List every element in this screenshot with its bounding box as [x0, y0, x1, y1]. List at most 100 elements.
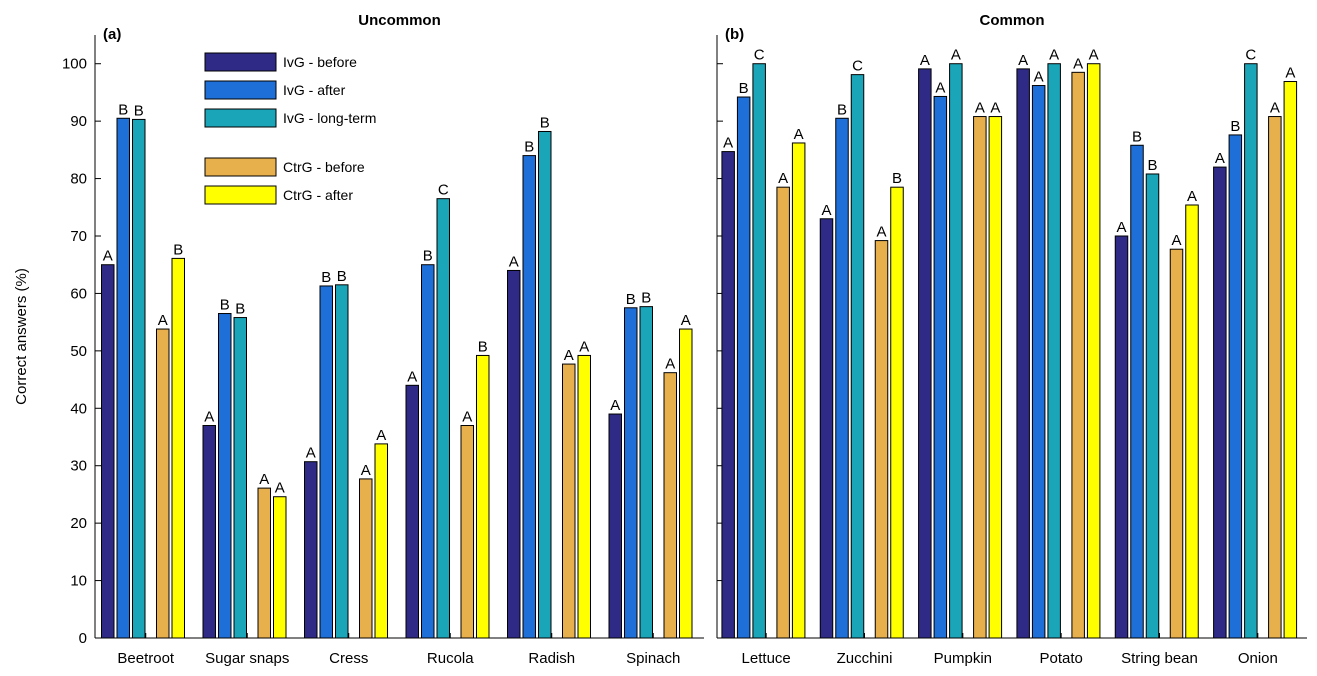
bar — [1283, 81, 1298, 639]
bar — [819, 218, 834, 639]
significance-letter: A — [665, 356, 675, 373]
significance-letter: A — [1089, 47, 1099, 64]
significance-letter: A — [564, 347, 574, 364]
significance-letter: A — [1049, 47, 1059, 64]
bar — [1114, 235, 1129, 639]
panel-a: 0 10 20 30 40 50 60 70 80 90 100 Correct answers (%… — [13, 12, 704, 667]
significance-letter: A — [259, 471, 269, 488]
significance-letter: B — [118, 101, 128, 118]
significance-letter: B — [540, 114, 550, 131]
significance-letter: A — [990, 100, 1000, 117]
bar — [171, 257, 185, 639]
bar — [949, 63, 963, 639]
bar — [257, 487, 271, 639]
significance-letter: A — [376, 427, 386, 444]
significance-letter: B — [235, 301, 245, 318]
significance-letter: A — [975, 100, 985, 117]
significance-letter: B — [892, 170, 902, 187]
bar — [202, 425, 216, 639]
bar — [132, 118, 146, 639]
y-tick-label: 40 — [70, 400, 87, 417]
significance-letter: A — [1270, 100, 1280, 117]
legend-label: IvG - long-term — [283, 110, 376, 126]
panel-b: Common(b)LettuceABCAAZucchiniABCABPumpki… — [716, 12, 1307, 667]
x-tick-label: Spinach — [626, 650, 680, 667]
bar — [218, 313, 232, 639]
legend-swatch — [204, 108, 277, 128]
significance-letter: A — [1171, 232, 1181, 249]
x-tick-label: Radish — [528, 650, 575, 667]
significance-letter: B — [134, 102, 144, 119]
significance-letter: A — [158, 312, 168, 329]
significance-letter: A — [794, 126, 804, 143]
legend-swatch — [204, 185, 277, 205]
y-tick-label: 70 — [70, 228, 87, 245]
significance-letter: A — [723, 135, 733, 152]
significance-letter: A — [876, 224, 886, 241]
bar — [835, 117, 849, 639]
significance-letter: B — [739, 80, 749, 97]
significance-letter: A — [361, 462, 371, 479]
significance-letter: A — [509, 253, 519, 270]
y-tick-label: 100 — [62, 56, 87, 73]
y-tick-label: 20 — [70, 515, 87, 532]
bar — [1130, 144, 1144, 639]
bar — [679, 328, 693, 639]
significance-letter: B — [1132, 128, 1142, 145]
bar — [1047, 63, 1061, 639]
bar — [1228, 134, 1243, 639]
bar — [1244, 63, 1258, 639]
legend-swatch — [204, 52, 277, 72]
panel-title: Common — [980, 12, 1045, 29]
significance-letter: A — [920, 52, 930, 69]
significance-letter: B — [337, 268, 347, 285]
bar — [752, 63, 766, 639]
bar — [721, 151, 735, 639]
bar — [973, 116, 987, 639]
significance-letter: A — [610, 397, 620, 414]
significance-letter: B — [173, 241, 183, 258]
bar — [335, 284, 349, 639]
significance-letter: B — [423, 248, 433, 265]
bar — [988, 116, 1003, 639]
bar — [933, 95, 948, 639]
significance-letter: A — [1073, 55, 1083, 72]
bar — [436, 198, 450, 639]
legend: IvG - before IvG - after IvG - long-term Ct… — [204, 52, 376, 205]
significance-letter: A — [1034, 69, 1044, 86]
significance-letter: A — [1187, 188, 1197, 205]
legend-swatch — [204, 157, 277, 177]
bar — [1169, 248, 1184, 639]
legend-label: IvG - after — [283, 82, 346, 98]
significance-letter: A — [1018, 52, 1028, 69]
legend-swatch — [204, 80, 277, 100]
significance-letter: A — [462, 409, 472, 426]
significance-letter: A — [306, 445, 316, 462]
bar — [1016, 68, 1030, 639]
significance-letter: B — [478, 338, 488, 355]
x-tick-label: Potato — [1039, 650, 1082, 667]
x-tick-label: Rucola — [427, 650, 474, 667]
significance-letter: C — [438, 182, 449, 199]
x-tick-label: Pumpkin — [934, 650, 992, 667]
legend-label: CtrG - after — [283, 187, 353, 203]
x-tick-label: Onion — [1238, 650, 1278, 667]
legend-label: IvG - before — [283, 54, 357, 70]
significance-letter: A — [951, 47, 961, 64]
bar — [374, 443, 388, 639]
bar — [1213, 166, 1227, 639]
bar — [1031, 85, 1046, 639]
significance-letter: B — [1230, 118, 1240, 135]
bar — [639, 306, 653, 639]
bar — [522, 155, 536, 639]
significance-letter: A — [407, 368, 417, 385]
bar — [791, 142, 806, 639]
bar — [736, 96, 751, 639]
bar — [918, 68, 932, 639]
significance-letter: B — [837, 101, 847, 118]
significance-letter: A — [778, 170, 788, 187]
panel-title: Uncommon — [358, 12, 441, 29]
bar — [1145, 173, 1160, 639]
bar — [850, 74, 865, 639]
